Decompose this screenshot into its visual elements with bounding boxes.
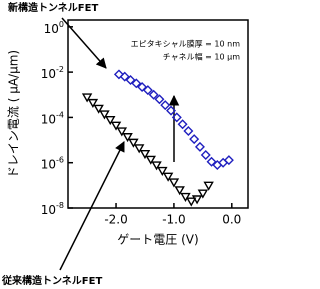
data-point (194, 141, 205, 152)
data-point (137, 82, 148, 92)
data-point (166, 105, 177, 116)
y-tick-base: 10 (41, 67, 56, 81)
data-point (125, 74, 136, 85)
y-tick-exponent: -6 (56, 155, 64, 164)
data-point (157, 166, 168, 176)
annotation: 新構造トンネルFET (8, 1, 98, 14)
y-tick-exponent: -2 (56, 65, 64, 74)
data-point (223, 155, 234, 166)
y-tick-exponent: -8 (56, 201, 64, 210)
data-point (113, 69, 124, 80)
y-tick-label: 10-2 (41, 65, 64, 81)
data-point (105, 116, 116, 126)
data-point (119, 71, 130, 82)
annotation: エピタキシャル膜厚 = 10 nm (131, 39, 241, 49)
y-tick-base: 10 (41, 157, 56, 171)
arrow (59, 141, 125, 271)
data-point (110, 121, 122, 131)
data-point (154, 94, 165, 105)
data-point (191, 195, 203, 205)
data-point (160, 100, 171, 111)
data-point (177, 119, 188, 130)
annotation: 従来構造トンネルFET (1, 274, 102, 287)
y-tick-exponent: -4 (56, 110, 64, 119)
data-point (174, 186, 185, 196)
x-tick-label: -1.0 (162, 213, 185, 227)
x-axis-label: ゲート電圧 (V) (117, 233, 198, 247)
data-point (148, 89, 159, 100)
y-axis-label: ドレイン電流 ( μA/μm) (7, 50, 21, 178)
annotation: チャネル幅 = 10 μm (163, 52, 241, 62)
y-tick-label: 10-4 (41, 110, 64, 126)
data-point (183, 126, 194, 137)
y-tick-label: 10-6 (41, 155, 64, 171)
data-point (200, 149, 211, 160)
data-point (131, 78, 142, 89)
data-point (133, 144, 145, 154)
data-point (162, 172, 174, 182)
data-point (171, 112, 182, 123)
x-tick-label: 0.0 (222, 213, 241, 227)
plot-frame (67, 19, 249, 209)
data-point (189, 134, 200, 145)
data-point (151, 161, 162, 171)
x-tick-label: -2.0 (104, 213, 127, 227)
data-point (186, 197, 197, 207)
data-point (122, 133, 133, 143)
data-point (203, 181, 214, 191)
chart: 新構造トンネルFET 従来構造トンネルFET エピタキシャル膜厚 = 10 nm… (1, 1, 249, 287)
data-point (116, 127, 128, 137)
data-point (168, 178, 180, 188)
y-tick-label: 10-8 (41, 201, 64, 217)
data-point (87, 98, 99, 109)
y-tick-base: 10 (41, 112, 56, 126)
data-point (81, 93, 93, 103)
data-point (139, 149, 151, 160)
data-point (145, 155, 156, 165)
y-tick-label: 100 (44, 19, 64, 35)
data-point (128, 138, 139, 148)
data-point (99, 110, 110, 120)
data-point (206, 156, 217, 167)
data-point (180, 192, 191, 202)
data-point (197, 189, 209, 199)
y-tick-exponent: 0 (59, 19, 64, 28)
y-tick-base: 10 (41, 203, 56, 217)
y-tick-base: 10 (44, 21, 59, 35)
data-point (142, 85, 153, 96)
data-point (93, 104, 104, 114)
